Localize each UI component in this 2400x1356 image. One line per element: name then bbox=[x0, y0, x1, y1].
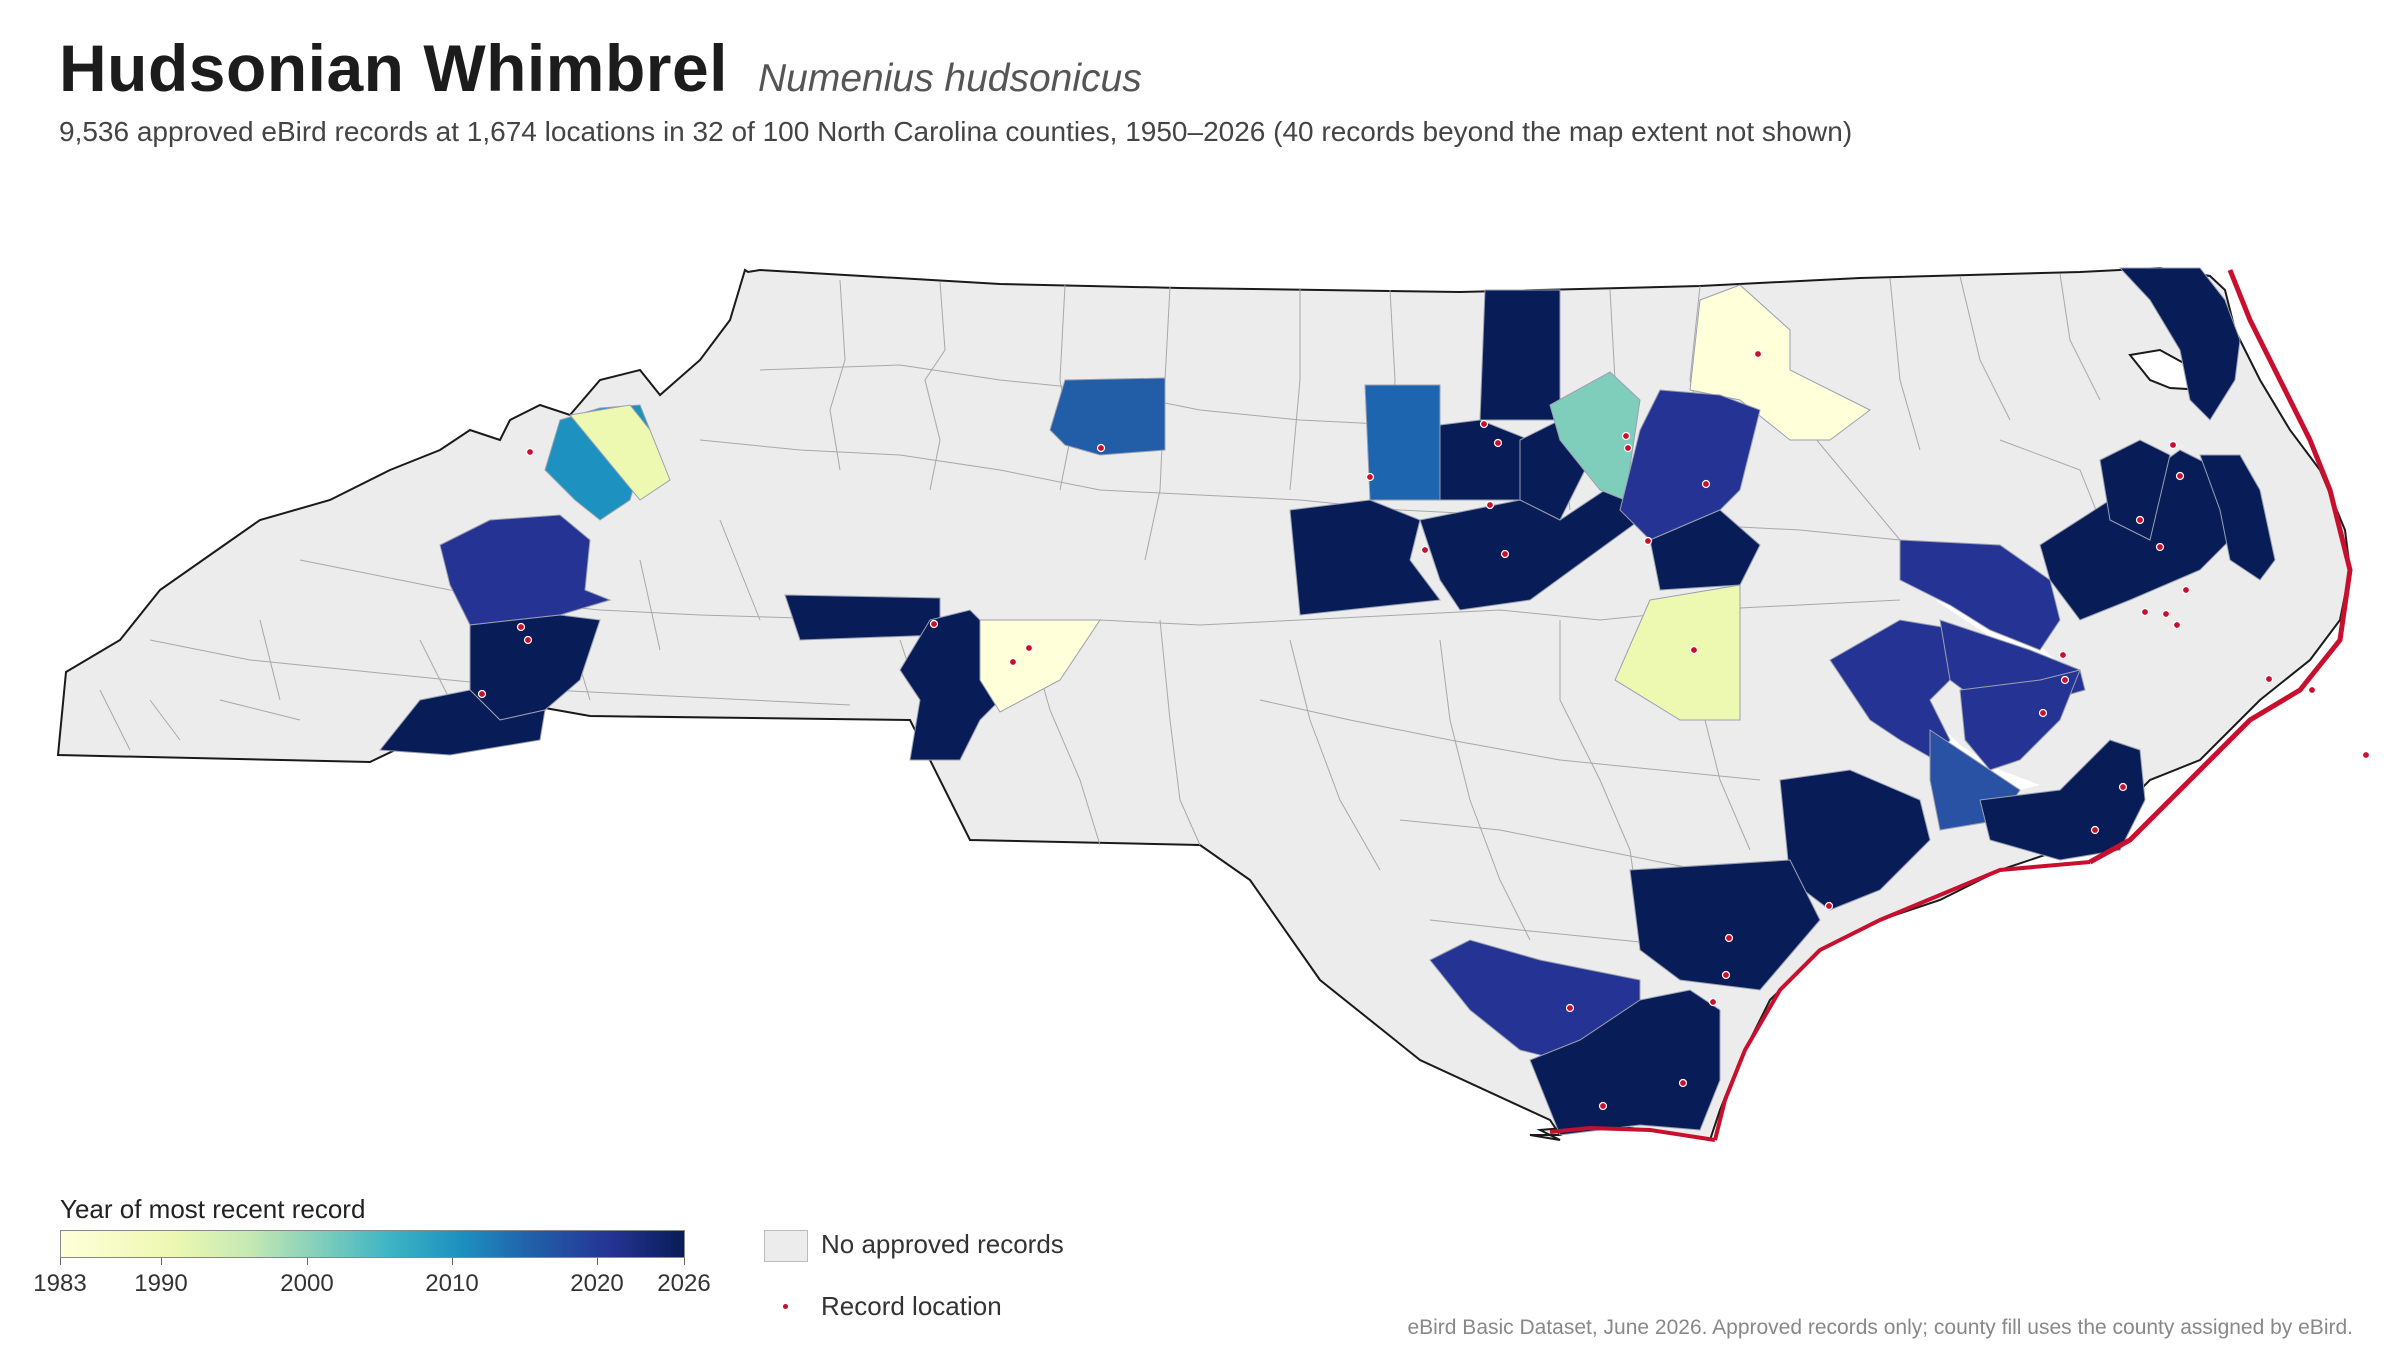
map-subtitle: 9,536 approved eBird records at 1,674 lo… bbox=[59, 116, 1853, 147]
record-point bbox=[1724, 933, 1734, 943]
record-point bbox=[1824, 901, 1834, 911]
colorbar-tick-label: 2026 bbox=[657, 1270, 711, 1297]
county-ashe bbox=[569, 404, 671, 501]
county-pender bbox=[1629, 859, 1821, 991]
county-dare bbox=[2199, 454, 2276, 581]
record-point bbox=[1565, 1003, 1575, 1013]
no-records-swatch bbox=[764, 1230, 808, 1262]
record-point bbox=[2161, 609, 2171, 619]
record-point bbox=[1623, 443, 1633, 453]
county-tyrrell bbox=[2099, 439, 2171, 541]
county-pitt bbox=[1829, 619, 1981, 761]
record-point bbox=[1753, 349, 1763, 359]
colorbar-tick-mark bbox=[684, 1258, 685, 1265]
colorbar-tick-mark bbox=[161, 1258, 162, 1265]
record-point bbox=[2361, 750, 2371, 760]
record-point bbox=[2118, 782, 2128, 792]
colorbar-tick-mark bbox=[307, 1258, 308, 1265]
record-point bbox=[516, 622, 526, 632]
no-records-label: No approved records bbox=[821, 1229, 1064, 1259]
county-wayne bbox=[1614, 584, 1741, 721]
county-carteret bbox=[1979, 739, 2146, 861]
record-point bbox=[523, 635, 533, 645]
county-forsyth bbox=[1049, 377, 1166, 456]
colorbar-tick-mark bbox=[60, 1258, 61, 1265]
county-guilford bbox=[1364, 384, 1441, 501]
record-point bbox=[477, 689, 487, 699]
record-point bbox=[2181, 585, 2191, 595]
southern-coastline bbox=[1713, 860, 2091, 1141]
county-wilson bbox=[1649, 509, 1761, 591]
record-point bbox=[1598, 1101, 1608, 1111]
colorbar-tick-label: 2000 bbox=[280, 1270, 334, 1297]
title-block: Hudsonian Whimbrel Numenius hudsonicus bbox=[59, 30, 1142, 106]
colorbar-tick-label: 2020 bbox=[570, 1270, 624, 1297]
county-pamlico bbox=[1959, 669, 2081, 771]
record-point bbox=[2140, 607, 2150, 617]
record-point bbox=[1485, 500, 1495, 510]
record-point bbox=[2307, 685, 2317, 695]
county-rowan bbox=[784, 594, 941, 641]
county-buncombe bbox=[439, 514, 612, 626]
record-point bbox=[1365, 472, 1375, 482]
record-point bbox=[1689, 645, 1699, 655]
county-beaufort bbox=[1899, 539, 2061, 651]
county-stanly bbox=[979, 619, 1101, 713]
county-polk bbox=[379, 689, 546, 756]
colorbar-tick-mark bbox=[452, 1258, 453, 1265]
record-point bbox=[1643, 536, 1653, 546]
record-point bbox=[1493, 438, 1503, 448]
record-point bbox=[2135, 515, 2145, 525]
record-point bbox=[2175, 471, 2185, 481]
record-point bbox=[1500, 549, 1510, 559]
colorbar-tick-label: 1983 bbox=[33, 1270, 87, 1297]
counties-with-records bbox=[379, 267, 2276, 1136]
record-point bbox=[929, 619, 939, 629]
record-point bbox=[1678, 1078, 1688, 1088]
record-location-dot bbox=[783, 1304, 788, 1309]
record-point bbox=[2264, 674, 2274, 684]
record-point bbox=[1701, 479, 1711, 489]
record-point bbox=[1420, 545, 1430, 555]
record-point bbox=[1721, 970, 1731, 980]
species-common-name: Hudsonian Whimbrel bbox=[59, 31, 728, 105]
record-point bbox=[1479, 419, 1489, 429]
species-scientific-name: Numenius hudsonicus bbox=[758, 57, 1142, 100]
county-randolph bbox=[1289, 499, 1441, 616]
record-location-label: Record location bbox=[821, 1291, 1002, 1321]
outer-banks-coastline bbox=[2088, 269, 2353, 865]
colorbar-tick-label: 2010 bbox=[425, 1270, 479, 1297]
record-point bbox=[1621, 431, 1631, 441]
colorbar-tick-mark bbox=[597, 1258, 598, 1265]
source-caption: eBird Basic Dataset, June 2026. Approved… bbox=[1407, 1316, 2353, 1339]
record-point bbox=[1008, 657, 1018, 667]
record-point bbox=[2060, 675, 2070, 685]
record-points bbox=[477, 349, 2371, 1111]
record-point bbox=[2155, 542, 2165, 552]
colorbar-tick-label: 1990 bbox=[134, 1270, 188, 1297]
year-colorbar bbox=[60, 1230, 685, 1258]
record-point bbox=[1708, 997, 1718, 1007]
record-point bbox=[2058, 650, 2068, 660]
colorbar-title: Year of most recent record bbox=[60, 1194, 366, 1224]
record-point bbox=[2038, 708, 2048, 718]
county-currituck bbox=[2118, 267, 2241, 421]
record-point bbox=[2172, 620, 2182, 630]
record-point bbox=[525, 447, 535, 457]
record-point bbox=[1096, 443, 1106, 453]
record-point bbox=[2168, 440, 2178, 450]
record-point bbox=[1024, 643, 1034, 653]
brunswick-coastline bbox=[1549, 1125, 1716, 1142]
county-person bbox=[1479, 289, 1561, 421]
record-point bbox=[2090, 825, 2100, 835]
